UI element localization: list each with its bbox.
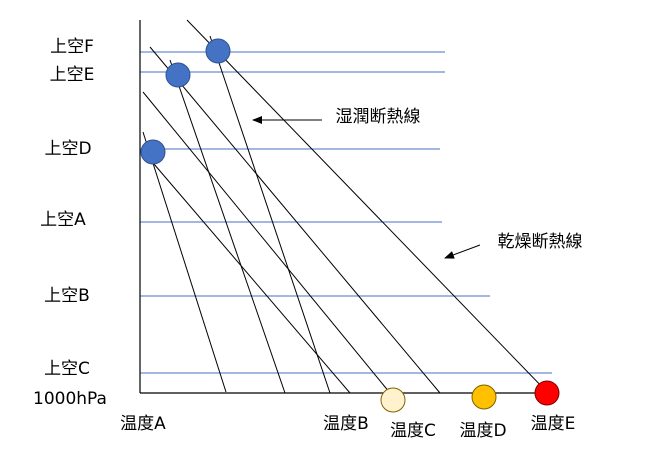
dry-adiabat [141,149,351,394]
level-label: 上空F [50,37,94,57]
level-lines [140,51,552,374]
level-label: 1000hPa [33,389,107,409]
annotation: 乾燥断熱線 [498,232,583,252]
annotation: 湿潤断熱線 [336,107,421,127]
level-label: 上空E [50,65,95,85]
dry-adiabat [149,46,441,394]
level-label: 上空C [44,359,90,379]
level-point [140,139,166,165]
axes [139,20,555,394]
level-label: 上空B [44,286,90,306]
arrows [252,116,481,259]
dry-adiabats [141,19,549,394]
level-point [205,38,231,64]
temperature-point [380,387,406,413]
moist-adiabats [142,35,331,394]
moist-adiabat [169,59,286,394]
temperature-point [534,380,560,406]
points [140,38,560,413]
arrow [444,244,481,259]
level-point [165,62,191,88]
temperature-label: 温度E [531,414,576,434]
temperature-label: 温度B [323,414,369,434]
moist-adiabat [209,35,331,394]
dry-adiabat [186,19,549,394]
moist-adiabat [142,131,227,393]
temperature-label: 温度D [459,421,506,441]
level-label: 上空A [40,210,86,230]
temperature-label: 温度A [120,414,166,434]
temperature-label: 温度C [390,421,436,441]
level-label: 上空D [44,139,91,159]
temperature-point [471,384,497,410]
dry-adiabat [142,91,391,394]
